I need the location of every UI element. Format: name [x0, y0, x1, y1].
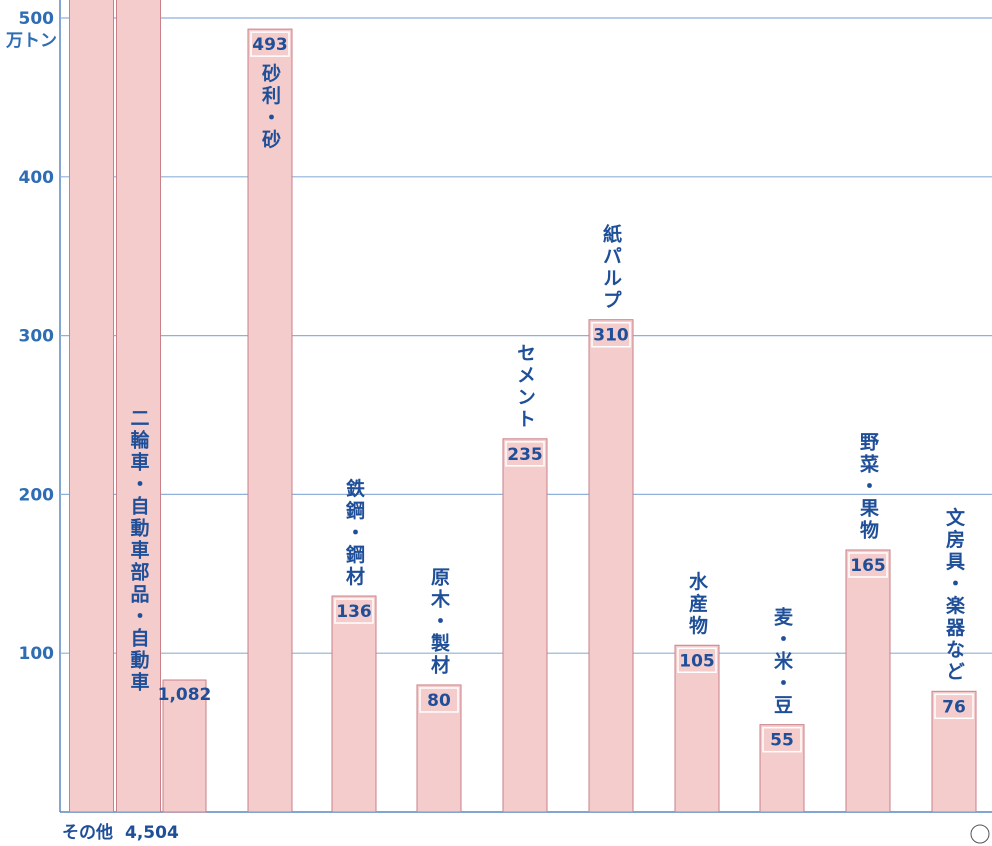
category-label: セメント — [514, 343, 536, 431]
y-tick-label: 200 — [19, 485, 55, 505]
value-label: 493 — [252, 35, 288, 55]
category-label: 文房具・楽器など — [943, 506, 966, 683]
value-label: 1,082 — [158, 685, 212, 705]
category-label: 砂利・砂 — [259, 63, 281, 151]
page-marker — [971, 825, 989, 843]
value-label: 310 — [593, 326, 629, 346]
value-label: 235 — [507, 445, 543, 465]
bar — [503, 439, 547, 812]
category-label: 紙パルプ — [600, 222, 622, 311]
category-label: 野菜・果物 — [857, 432, 880, 542]
value-label: 55 — [770, 731, 794, 751]
value-label: 136 — [336, 602, 372, 622]
category-label: 原木・製材 — [428, 567, 451, 677]
value-label: 76 — [942, 697, 966, 717]
bar — [846, 550, 890, 812]
y-tick-label: 400 — [19, 168, 55, 188]
y-tick-label: 300 — [19, 327, 55, 347]
value-label: 4,504 — [125, 823, 179, 843]
y-tick-label: 500 — [19, 9, 55, 29]
bar — [332, 596, 376, 812]
category-label: 水産物 — [686, 571, 708, 637]
value-label: 165 — [850, 556, 886, 576]
bar — [589, 320, 633, 812]
value-label: 105 — [679, 651, 715, 671]
bar — [70, 0, 114, 812]
y-unit: 万トン — [5, 31, 57, 51]
value-label: 80 — [427, 691, 451, 711]
category-label: 二輪車・自動車部品・自動車 — [128, 408, 150, 694]
chart: 万トン 100 200 300 400 500 その他 4,504 二輪車・自動車部品・自動車… — [0, 0, 992, 846]
category-label: 鉄鋼・鋼材 — [343, 477, 366, 588]
y-tick-label: 100 — [19, 644, 55, 664]
category-label: 麦・米・豆 — [771, 605, 793, 716]
category-label: その他 — [62, 822, 113, 843]
